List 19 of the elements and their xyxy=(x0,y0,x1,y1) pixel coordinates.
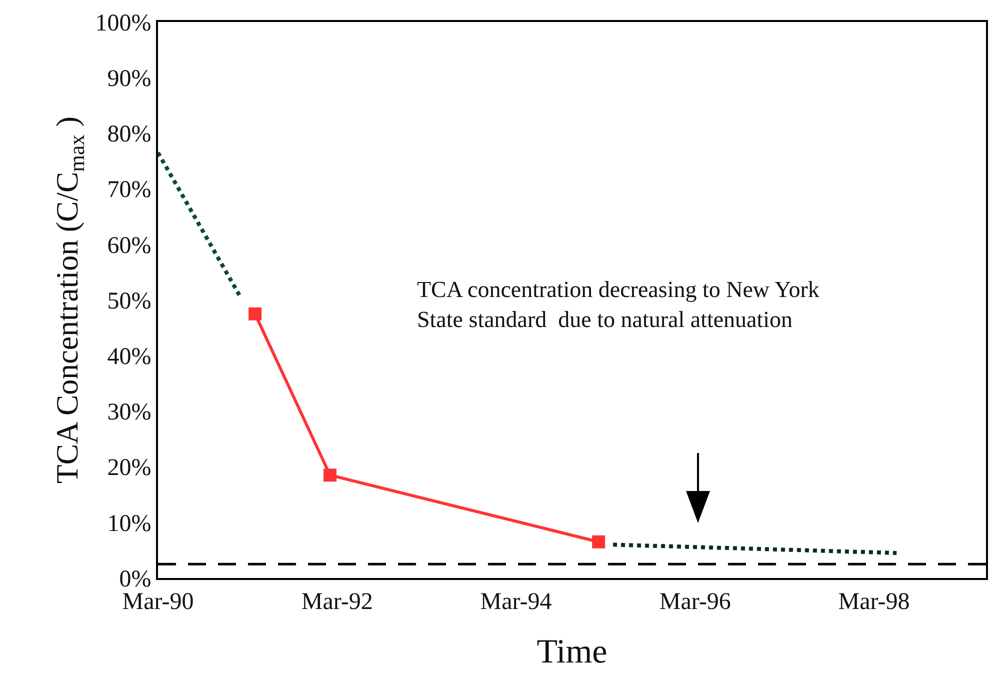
y-tick-label: 70% xyxy=(107,177,152,204)
point xyxy=(592,535,606,548)
annotation: TCA concentration decreasing to New York State standard due to natural attenuation xyxy=(417,277,820,332)
y-tick-label: 20% xyxy=(107,455,152,482)
y-tick-label: 50% xyxy=(107,288,152,314)
y-tick-label: 30% xyxy=(107,400,152,426)
x-tick-label: Mar-98 xyxy=(838,588,910,615)
x-tick-label: Mar-96 xyxy=(659,588,731,615)
point xyxy=(324,468,337,482)
y-tick-label: 90% xyxy=(107,66,152,92)
y-tick-label: 40% xyxy=(107,344,152,370)
y-tick-label: 100% xyxy=(95,10,152,36)
x-tick-label: Mar-94 xyxy=(480,588,552,615)
y-tick-label: 10% xyxy=(107,510,152,537)
x-axis-title: Time xyxy=(536,634,608,671)
point xyxy=(248,307,262,320)
x-tick-label: Mar-92 xyxy=(301,588,373,615)
y-tick-label: 60% xyxy=(107,232,152,259)
y-tick-label: 80% xyxy=(107,122,152,148)
